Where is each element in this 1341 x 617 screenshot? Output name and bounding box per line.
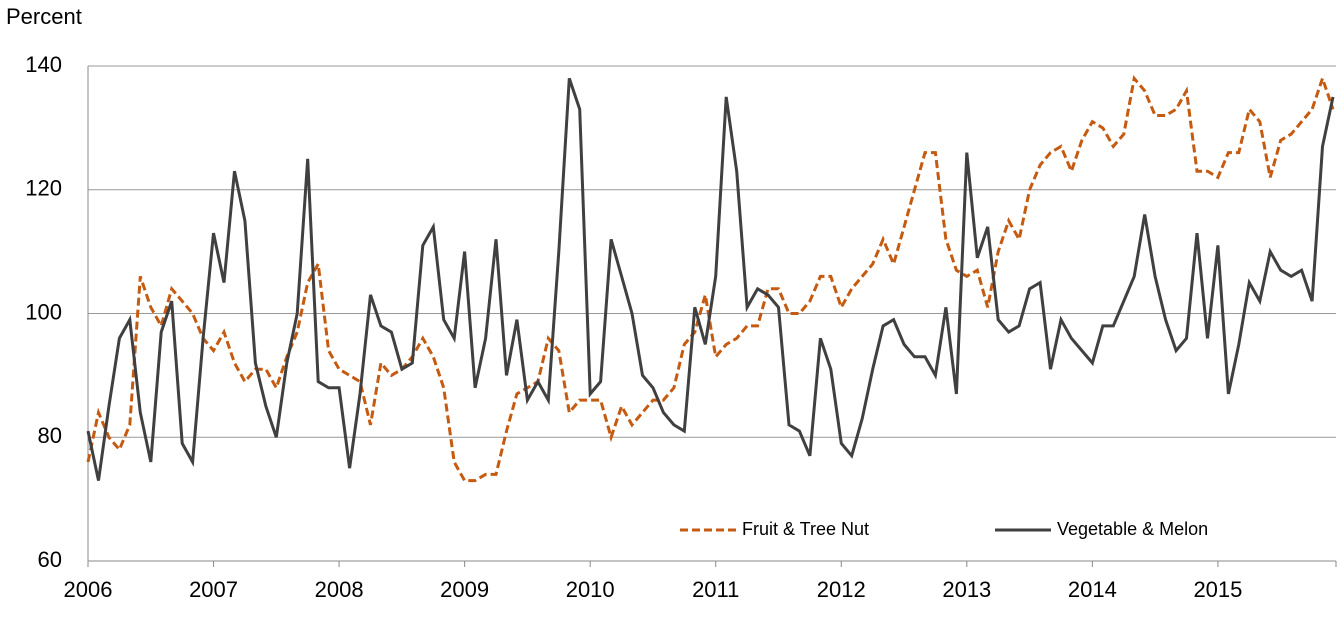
legend-label: Vegetable & Melon — [1057, 519, 1208, 539]
x-tick-label: 2007 — [189, 577, 238, 602]
series-line — [86, 73, 1335, 483]
x-tick-label: 2015 — [1193, 577, 1242, 602]
y-axis-label: Percent — [6, 4, 82, 29]
x-tick-label: 2008 — [315, 577, 364, 602]
y-tick-label: 60 — [38, 547, 62, 572]
y-tick-label: 80 — [38, 423, 62, 448]
y-tick-label: 120 — [25, 176, 62, 201]
legend-label: Fruit & Tree Nut — [742, 519, 869, 539]
series-line — [86, 77, 1335, 481]
x-tick-label: 2010 — [566, 577, 615, 602]
x-tick-label: 2006 — [64, 577, 113, 602]
x-tick-label: 2011 — [692, 577, 739, 602]
x-tick-label: 2014 — [1068, 577, 1117, 602]
x-tick-label: 2009 — [440, 577, 489, 602]
y-tick-label: 100 — [25, 299, 62, 324]
x-tick-label: 2013 — [942, 577, 991, 602]
x-tick-label: 2012 — [817, 577, 866, 602]
y-tick-label: 140 — [25, 52, 62, 77]
